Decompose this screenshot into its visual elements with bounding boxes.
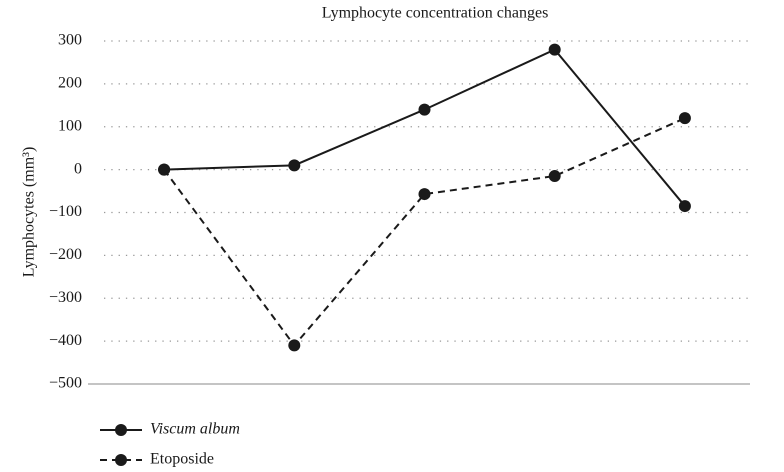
y-tick-label: −200: [49, 246, 82, 263]
data-point: [288, 339, 301, 352]
y-axis-label: Lymphocytes (mm³): [21, 147, 38, 278]
legend-label: Etoposide: [150, 451, 214, 468]
data-point: [288, 159, 301, 172]
series-line: [163, 117, 686, 348]
data-point: [678, 200, 691, 213]
y-tick-label: −100: [49, 203, 82, 220]
y-tick-label: 300: [58, 32, 82, 49]
series-line: [164, 48, 686, 207]
data-point: [158, 163, 171, 176]
y-tick-label: −300: [49, 289, 82, 306]
y-tick-label: −400: [49, 332, 82, 349]
data-point: [548, 43, 561, 56]
chart-title: Lymphocyte concentration changes: [322, 5, 549, 22]
legend-marker: [115, 424, 127, 436]
legend-label: Viscum album: [150, 421, 240, 438]
y-tick-label: 0: [74, 160, 82, 177]
y-tick-label: 100: [58, 117, 82, 134]
y-tick-label: −500: [49, 375, 82, 392]
data-point: [418, 188, 431, 201]
y-tick-label: 200: [58, 75, 82, 92]
data-point: [548, 170, 561, 183]
data-point: [678, 112, 691, 125]
data-point: [418, 103, 431, 116]
legend-marker: [115, 454, 127, 466]
